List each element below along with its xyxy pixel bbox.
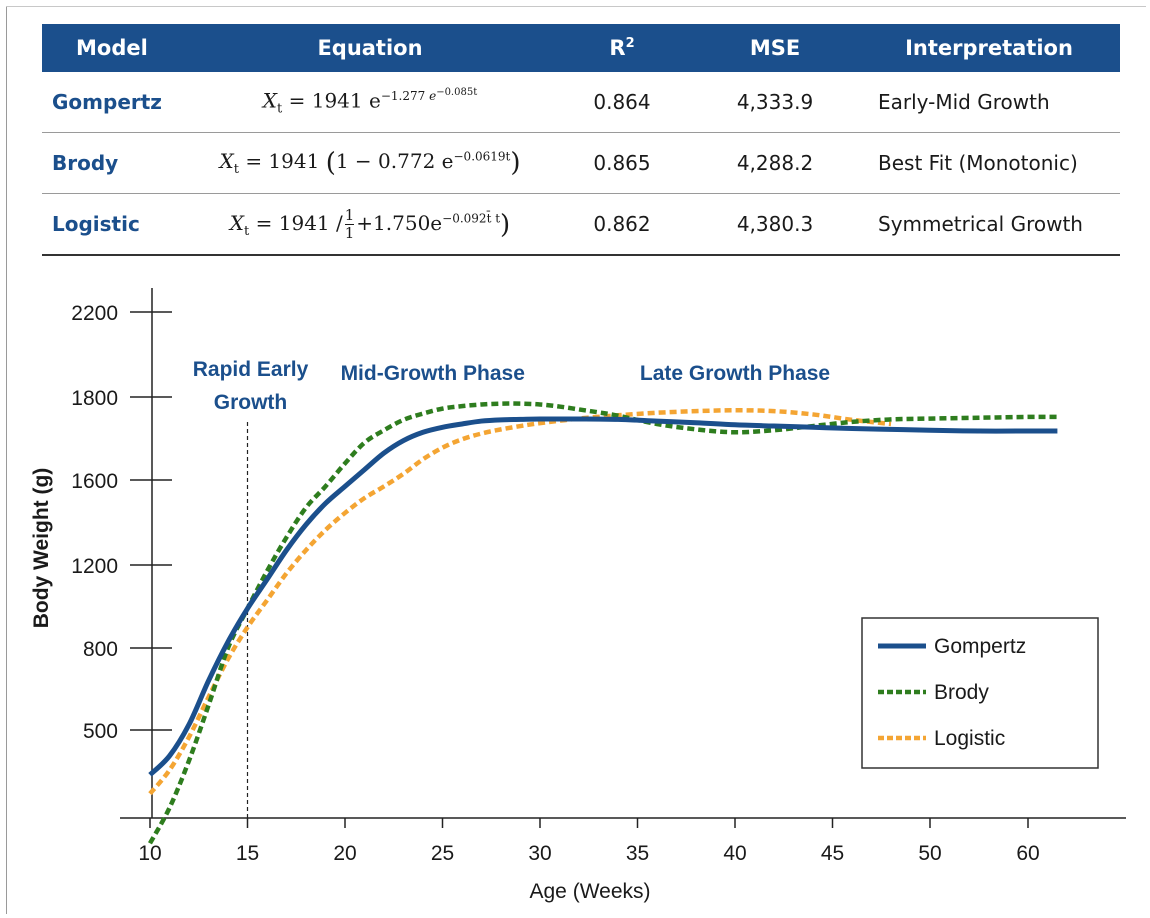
table-header-row: Model Equation R2 MSE Interpretation xyxy=(42,24,1120,72)
gompertz-curve xyxy=(148,416,1058,777)
brody-interpretation: Best Fit (Monotonic) xyxy=(858,132,1120,194)
phase-annotation-label: Growth xyxy=(214,391,288,414)
page-frame-left xyxy=(6,6,7,914)
y-tick-label: 1600 xyxy=(71,470,118,493)
x-tick-label: 45 xyxy=(821,842,844,865)
header-r-squared: R2 xyxy=(552,24,692,72)
gompertz-equation: Xt = 1941 e−1.277 e−0.085t xyxy=(188,72,552,133)
y-tick-label: 800 xyxy=(83,638,118,661)
x-tick-label: 50 xyxy=(918,842,941,865)
table-row: Brody Xt = 1941 (1 − 0.772 e−0.0619t) 0.… xyxy=(42,132,1120,194)
gompertz-mse: 4,333.9 xyxy=(692,72,858,133)
logistic-interpretation: Symmetrical Growth xyxy=(858,193,1120,256)
header-equation: Equation xyxy=(188,24,552,72)
model-name-gompertz: Gompertz xyxy=(42,72,188,133)
x-tick-label: 10 xyxy=(138,842,161,865)
header-model: Model xyxy=(42,24,188,72)
chart-legend: Gompertz Brody Logistic xyxy=(861,617,1099,769)
brody-mse: 4,288.2 xyxy=(692,132,858,194)
x-tick-label: 30 xyxy=(528,842,551,865)
x-axis-title: Age (Weeks) xyxy=(530,880,651,903)
y-tick-label: 1800 xyxy=(71,387,118,410)
legend-label-logistic: Logistic xyxy=(934,727,1005,750)
page-frame-top xyxy=(6,6,1146,7)
table-row: Gompertz Xt = 1941 e−1.277 e−0.085t 0.86… xyxy=(42,72,1120,133)
x-tick-label: 60 xyxy=(1016,842,1039,865)
y-axis-title: Body Weight (g) xyxy=(30,468,53,629)
phase-annotation-label: Mid-Growth Phase xyxy=(341,362,525,385)
brody-r2: 0.865 xyxy=(552,132,692,194)
x-tick-label: 20 xyxy=(333,842,356,865)
x-tick-label: 35 xyxy=(626,842,649,865)
legend-label-brody: Brody xyxy=(934,681,989,704)
y-tick-label: 1200 xyxy=(71,555,118,578)
gompertz-interpretation: Early-Mid Growth xyxy=(858,72,1120,133)
legend-label-gompertz: Gompertz xyxy=(934,635,1026,658)
gompertz-r2: 0.864 xyxy=(552,72,692,133)
x-tick-label: 40 xyxy=(723,842,746,865)
logistic-equation: Xt = 1941 /1 1 +1.750e−0.092t̄ t) xyxy=(188,193,552,256)
phase-annotation-label: Late Growth Phase xyxy=(640,362,830,385)
brody-equation: Xt = 1941 (1 − 0.772 e−0.0619t) xyxy=(188,132,552,194)
y-tick-label: 2200 xyxy=(71,302,118,325)
x-tick-label: 25 xyxy=(431,842,454,865)
header-interpretation: Interpretation xyxy=(858,24,1120,72)
table-row: Logistic Xt = 1941 /1 1 +1.750e−0.092t̄ t)… xyxy=(42,193,1120,256)
header-mse: MSE xyxy=(692,24,858,72)
model-name-brody: Brody xyxy=(42,132,188,194)
x-tick-label: 15 xyxy=(236,842,259,865)
logistic-curve xyxy=(148,408,892,796)
model-name-logistic: Logistic xyxy=(42,193,188,256)
y-tick-label: 500 xyxy=(83,720,118,743)
logistic-r2: 0.862 xyxy=(552,193,692,256)
logistic-mse: 4,380.3 xyxy=(692,193,858,256)
phase-annotation-label: Rapid Early xyxy=(193,358,309,381)
model-comparison-table: Model Equation R2 MSE Interpretation Gom… xyxy=(42,24,1120,256)
